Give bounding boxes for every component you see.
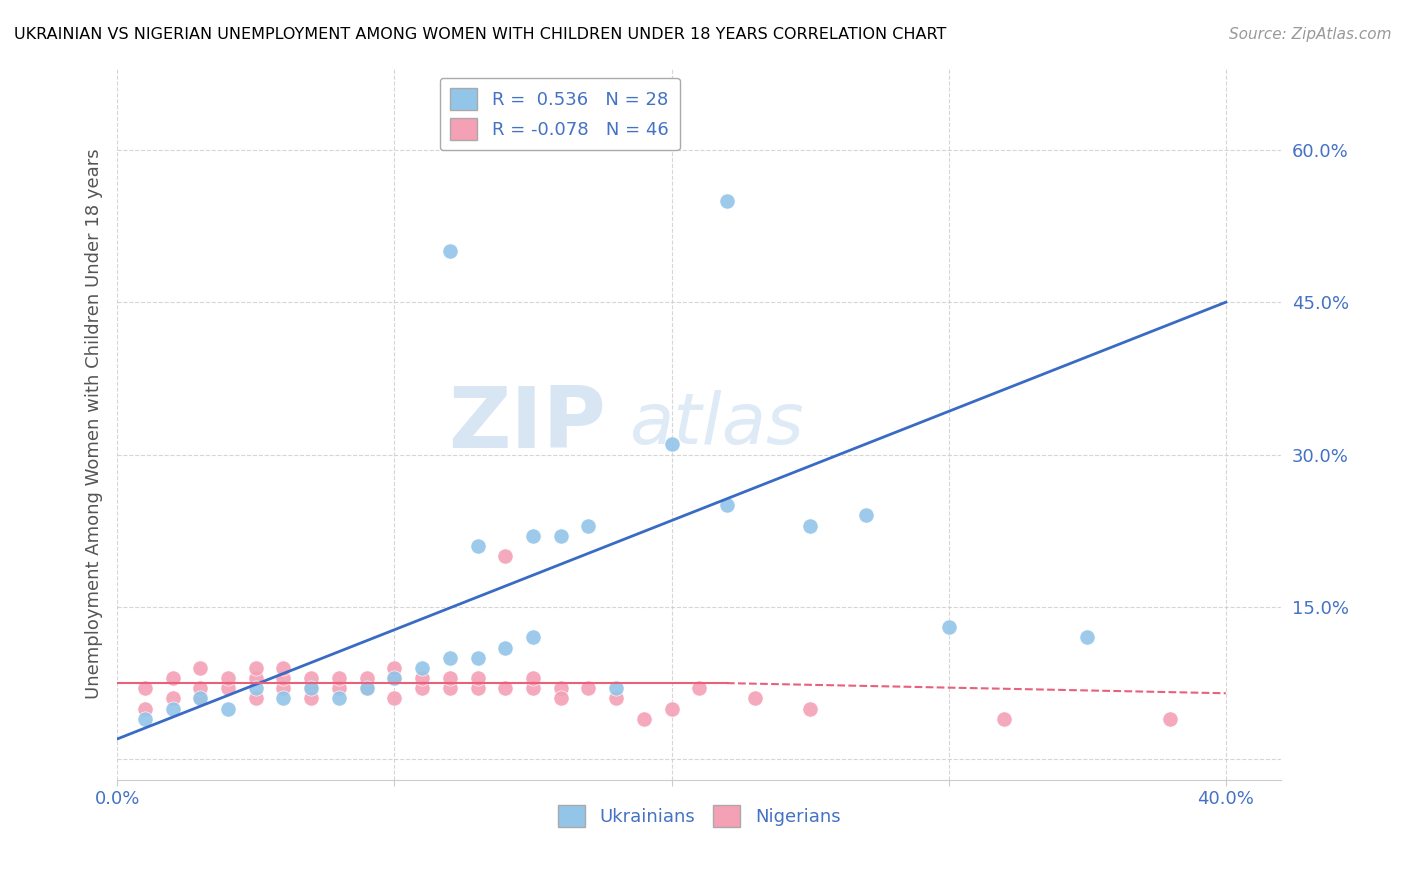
Point xyxy=(382,671,405,685)
Point xyxy=(716,499,738,513)
Point xyxy=(245,681,267,696)
Point xyxy=(134,701,156,715)
Point xyxy=(273,671,295,685)
Point xyxy=(688,681,710,696)
Point xyxy=(550,529,572,543)
Point xyxy=(494,549,516,563)
Text: Source: ZipAtlas.com: Source: ZipAtlas.com xyxy=(1229,27,1392,42)
Point xyxy=(245,661,267,675)
Point xyxy=(938,620,960,634)
Point xyxy=(799,518,821,533)
Point xyxy=(188,661,211,675)
Point xyxy=(439,650,461,665)
Point xyxy=(188,681,211,696)
Point xyxy=(299,681,322,696)
Point xyxy=(328,671,350,685)
Point xyxy=(217,701,239,715)
Point xyxy=(550,681,572,696)
Point xyxy=(134,681,156,696)
Point xyxy=(576,518,599,533)
Point xyxy=(605,691,627,706)
Text: UKRAINIAN VS NIGERIAN UNEMPLOYMENT AMONG WOMEN WITH CHILDREN UNDER 18 YEARS CORR: UKRAINIAN VS NIGERIAN UNEMPLOYMENT AMONG… xyxy=(14,27,946,42)
Point xyxy=(522,671,544,685)
Point xyxy=(162,701,184,715)
Point xyxy=(356,681,378,696)
Point xyxy=(467,671,489,685)
Point xyxy=(522,631,544,645)
Point xyxy=(411,681,433,696)
Point xyxy=(382,691,405,706)
Point xyxy=(855,508,877,523)
Point xyxy=(356,681,378,696)
Point xyxy=(217,671,239,685)
Point xyxy=(273,681,295,696)
Point xyxy=(299,671,322,685)
Point xyxy=(467,539,489,553)
Point xyxy=(245,691,267,706)
Point xyxy=(273,661,295,675)
Point xyxy=(411,671,433,685)
Y-axis label: Unemployment Among Women with Children Under 18 years: Unemployment Among Women with Children U… xyxy=(86,149,103,699)
Point xyxy=(162,691,184,706)
Point xyxy=(494,681,516,696)
Point xyxy=(439,244,461,259)
Point xyxy=(328,681,350,696)
Point xyxy=(299,681,322,696)
Point xyxy=(411,661,433,675)
Point xyxy=(356,671,378,685)
Point xyxy=(576,681,599,696)
Point xyxy=(134,712,156,726)
Point xyxy=(188,691,211,706)
Point xyxy=(467,650,489,665)
Point xyxy=(188,691,211,706)
Point xyxy=(382,671,405,685)
Point xyxy=(1159,712,1181,726)
Point xyxy=(716,194,738,208)
Point xyxy=(522,529,544,543)
Point xyxy=(162,671,184,685)
Legend: Ukrainians, Nigerians: Ukrainians, Nigerians xyxy=(551,798,848,835)
Point xyxy=(799,701,821,715)
Point xyxy=(299,691,322,706)
Point xyxy=(605,681,627,696)
Point xyxy=(328,691,350,706)
Point xyxy=(661,701,683,715)
Point xyxy=(550,691,572,706)
Point xyxy=(494,640,516,655)
Point xyxy=(661,437,683,451)
Point xyxy=(439,681,461,696)
Point xyxy=(744,691,766,706)
Text: atlas: atlas xyxy=(630,390,804,458)
Point xyxy=(1076,631,1098,645)
Point xyxy=(217,681,239,696)
Point xyxy=(993,712,1015,726)
Point xyxy=(273,691,295,706)
Text: ZIP: ZIP xyxy=(449,383,606,466)
Point xyxy=(467,681,489,696)
Point xyxy=(382,661,405,675)
Point xyxy=(522,681,544,696)
Point xyxy=(245,671,267,685)
Point xyxy=(439,671,461,685)
Point xyxy=(633,712,655,726)
